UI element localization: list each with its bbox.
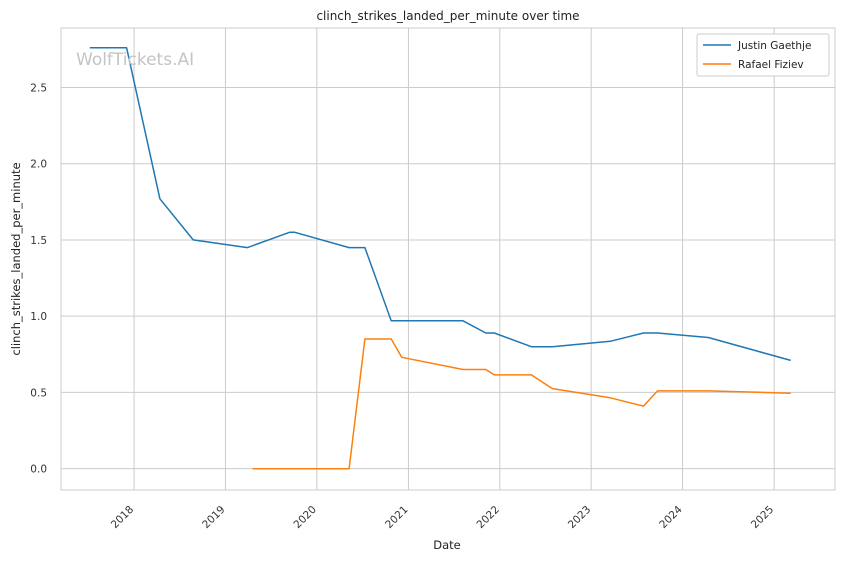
x-axis-label: Date: [433, 538, 461, 552]
chart-title: clinch_strikes_landed_per_minute over ti…: [316, 9, 579, 23]
watermark-text: WolfTickets.AI: [76, 50, 194, 70]
series-line-rafael-fiziev: [252, 338, 791, 470]
series-line-justin-gaethje: [89, 47, 791, 362]
grid: [61, 28, 835, 490]
legend-label-rafael-fiziev: Rafael Fiziev: [738, 59, 804, 71]
y-tick-label: 1.0: [30, 311, 47, 323]
y-tick-label: 1.5: [30, 235, 47, 247]
series-lines: [89, 47, 791, 470]
y-tick-label: 0.0: [30, 464, 47, 476]
legend: Justin Gaethje Rafael Fiziev: [696, 33, 830, 77]
plot-frame: [60, 27, 836, 491]
y-tick-label: 0.5: [30, 387, 47, 399]
y-tick-label: 2.5: [30, 82, 47, 94]
y-axis-label: clinch_strikes_landed_per_minute: [9, 162, 23, 355]
y-tick-label: 2.0: [30, 159, 47, 171]
legend-label-justin-gaethje: Justin Gaethje: [737, 40, 811, 52]
